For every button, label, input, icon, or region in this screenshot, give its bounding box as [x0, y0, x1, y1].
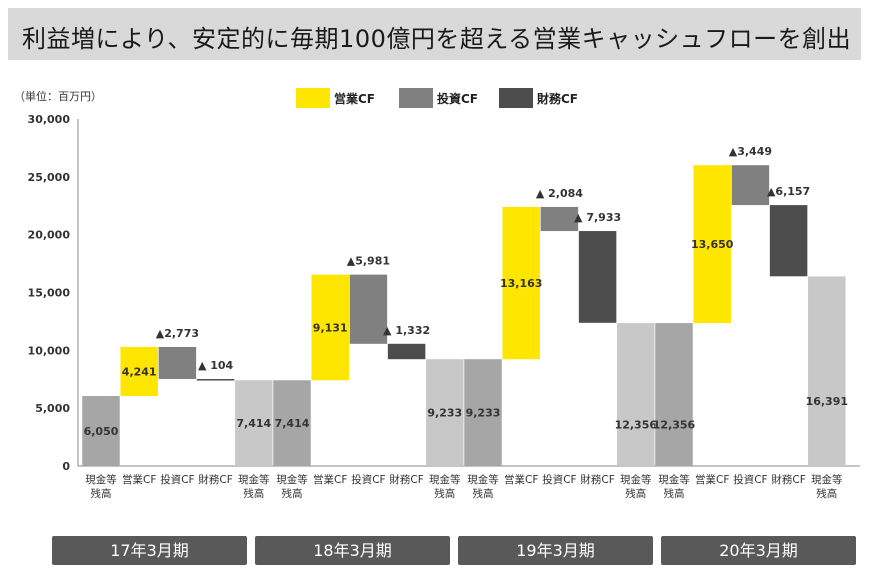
period-label-0: 17年3月期: [52, 536, 247, 565]
bar-value-label: 12,356: [653, 419, 696, 432]
bar-value-label: ▲ 104: [198, 359, 234, 372]
chart-title: 利益増により、安定的に毎期100億円を超える営業キャッシュフローを創出: [22, 25, 852, 53]
bar-value-label: 4,241: [122, 365, 157, 378]
legend-swatch: [499, 88, 533, 108]
y-tick-label: 25,000: [28, 171, 71, 184]
x-category-label: 残高: [816, 487, 837, 500]
bar-operating: [120, 346, 158, 397]
bar-cash: [655, 323, 693, 466]
x-category-label: 残高: [664, 487, 685, 500]
y-tick-label: 0: [62, 460, 70, 473]
bar-value-label: 7,414: [275, 417, 310, 430]
unit-label: （単位：百万円）: [14, 90, 102, 103]
x-category-label: 現金等: [276, 473, 308, 486]
x-category-label: 現金等: [238, 473, 270, 486]
bar-cash: [82, 396, 120, 466]
bar-value-label: 9,233: [466, 407, 501, 420]
x-category-label: 投資CF: [160, 473, 194, 486]
bar-financing: [196, 379, 235, 381]
bar-operating: [502, 206, 540, 360]
bar-investing: [731, 165, 770, 206]
x-category-label: 財務CF: [580, 473, 614, 486]
bar-value-label: 16,391: [806, 395, 848, 408]
x-category-label: 財務CF: [771, 473, 805, 486]
y-tick-label: 30,000: [28, 113, 71, 126]
x-category-label: 財務CF: [389, 473, 423, 486]
legend-swatch: [296, 88, 330, 108]
bar-cash: [273, 380, 311, 466]
x-category-label: 残高: [473, 487, 494, 500]
x-category-label: 現金等: [658, 473, 690, 486]
bar-cash_light: [808, 276, 846, 466]
title-bar: 利益増により、安定的に毎期100億円を超える営業キャッシュフローを創出: [8, 8, 861, 60]
x-category-label: 残高: [282, 487, 303, 500]
x-category-label: 現金等: [467, 473, 499, 486]
bar-value-label: 13,163: [500, 277, 542, 290]
legend-label: 営業CF: [334, 91, 375, 106]
bar-financing: [578, 231, 617, 323]
x-category-label: 残高: [625, 487, 646, 500]
x-category-label: 現金等: [811, 473, 843, 486]
legend-label: 投資CF: [437, 91, 478, 106]
x-category-label: 営業CF: [695, 473, 729, 486]
x-category-label: 残高: [91, 487, 112, 500]
bar-investing: [158, 346, 197, 380]
bar-value-label: 9,233: [427, 407, 462, 420]
y-tick-label: 20,000: [28, 229, 71, 242]
x-category-label: 営業CF: [504, 473, 538, 486]
bar-value-label: ▲2,773: [156, 327, 199, 340]
x-category-label: 財務CF: [198, 473, 232, 486]
period-label-3: 20年3月期: [661, 536, 856, 565]
x-category-label: 残高: [434, 487, 455, 500]
bar-cash_light: [617, 323, 655, 466]
bar-cash_light: [426, 359, 464, 466]
period-label-2: 19年3月期: [458, 536, 653, 565]
legend-label: 財務CF: [536, 91, 578, 106]
y-tick-label: 5,000: [35, 402, 70, 415]
bar-value-label: 7,414: [236, 417, 271, 430]
bar-value-label: 6,050: [84, 425, 119, 438]
x-category-label: 残高: [243, 487, 264, 500]
bar-value-label: ▲ 2,084: [536, 187, 583, 200]
x-category-label: 営業CF: [122, 473, 156, 486]
x-category-label: 現金等: [85, 473, 117, 486]
x-category-label: 現金等: [429, 473, 461, 486]
bar-cash_light: [235, 380, 273, 466]
x-category-label: 投資CF: [351, 473, 385, 486]
bar-value-label: ▲5,981: [347, 255, 390, 268]
bar-value-label: ▲ 7,933: [574, 211, 621, 224]
bar-operating: [693, 165, 731, 324]
y-tick-label: 15,000: [28, 287, 71, 300]
x-category-label: 現金等: [620, 473, 652, 486]
bar-cash: [464, 359, 502, 466]
bar-value-label: ▲3,449: [729, 145, 772, 158]
y-tick-label: 10,000: [28, 344, 71, 357]
bar-financing: [387, 343, 426, 360]
bar-operating: [311, 274, 349, 381]
bar-value-label: 9,131: [313, 321, 348, 334]
x-category-label: 投資CF: [542, 473, 576, 486]
legend-swatch: [399, 88, 433, 108]
bar-value-label: 12,356: [615, 419, 658, 432]
bar-value-label: ▲ 1,332: [383, 324, 430, 337]
bar-value-label: 13,650: [691, 238, 734, 251]
bar-investing: [349, 274, 388, 344]
bar-value-label: ▲6,157: [767, 185, 810, 198]
period-label-1: 18年3月期: [255, 536, 450, 565]
x-category-label: 営業CF: [313, 473, 347, 486]
x-category-label: 投資CF: [733, 473, 767, 486]
bar-financing: [769, 205, 808, 277]
bar-investing: [540, 206, 579, 232]
